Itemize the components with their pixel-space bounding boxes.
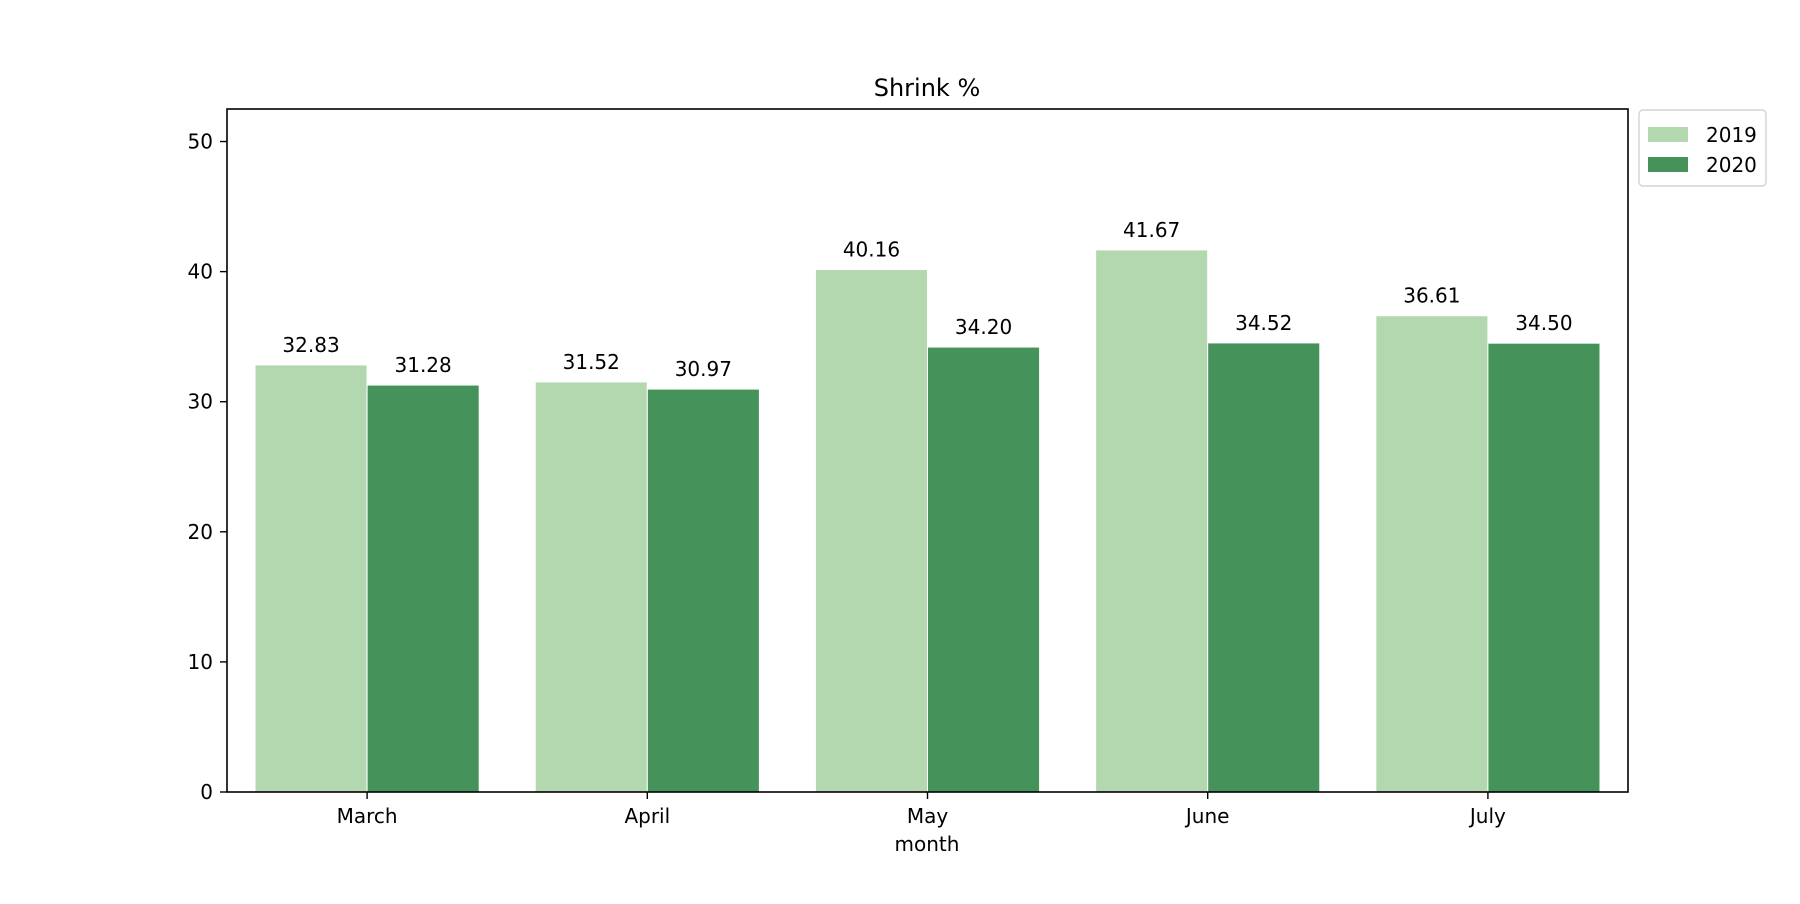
y-tick-label-50: 50 <box>188 130 213 154</box>
data-label-april-2019: 31.52 <box>563 350 620 374</box>
legend-label-2019: 2019 <box>1706 123 1757 147</box>
data-label-may-2020: 34.20 <box>955 315 1012 339</box>
bar-may-2020 <box>927 346 1041 793</box>
bar-june-2020 <box>1207 342 1321 793</box>
x-tick-label-may: May <box>907 804 949 828</box>
y-tick-label-0: 0 <box>200 780 213 804</box>
x-tick-label-june: June <box>1184 804 1230 828</box>
x-tick-label-march: March <box>337 804 398 828</box>
data-label-june-2019: 41.67 <box>1123 218 1180 242</box>
bar-march-2020 <box>366 384 480 793</box>
bar-march-2019 <box>254 364 368 793</box>
data-labels-layer: 32.83 31.28 31.52 30.97 40.16 34.20 41.67 34.52… <box>282 218 1572 381</box>
bar-april-2020 <box>646 388 760 793</box>
legend-swatch-2020 <box>1648 157 1688 172</box>
bars-layer <box>254 249 1601 793</box>
data-label-july-2019: 36.61 <box>1403 284 1460 308</box>
data-label-march-2020: 31.28 <box>395 353 452 377</box>
chart-title: Shrink % <box>874 74 981 102</box>
y-tick-label-10: 10 <box>188 650 213 674</box>
x-tick-label-april: April <box>624 804 670 828</box>
legend-swatch-2019 <box>1648 127 1688 142</box>
x-tick-label-july: July <box>1468 804 1506 828</box>
bar-may-2019 <box>814 269 928 793</box>
data-label-may-2019: 40.16 <box>843 238 900 262</box>
y-axis: 0 10 20 30 40 50 <box>188 130 227 804</box>
data-label-march-2019: 32.83 <box>282 333 339 357</box>
legend: 2019 2020 <box>1638 109 1767 187</box>
data-label-july-2020: 34.50 <box>1515 311 1572 335</box>
bar-april-2019 <box>534 381 648 793</box>
y-tick-label-40: 40 <box>188 260 213 284</box>
data-label-april-2020: 30.97 <box>675 357 732 381</box>
legend-label-2020: 2020 <box>1706 153 1757 177</box>
bar-july-2019 <box>1375 315 1489 793</box>
bar-july-2020 <box>1487 342 1601 793</box>
y-tick-label-20: 20 <box>188 520 213 544</box>
data-label-june-2020: 34.52 <box>1235 311 1292 335</box>
x-axis-label: month <box>895 832 960 856</box>
x-axis: March April May June July <box>337 792 1506 828</box>
bar-june-2019 <box>1095 249 1209 793</box>
y-tick-label-30: 30 <box>188 390 213 414</box>
